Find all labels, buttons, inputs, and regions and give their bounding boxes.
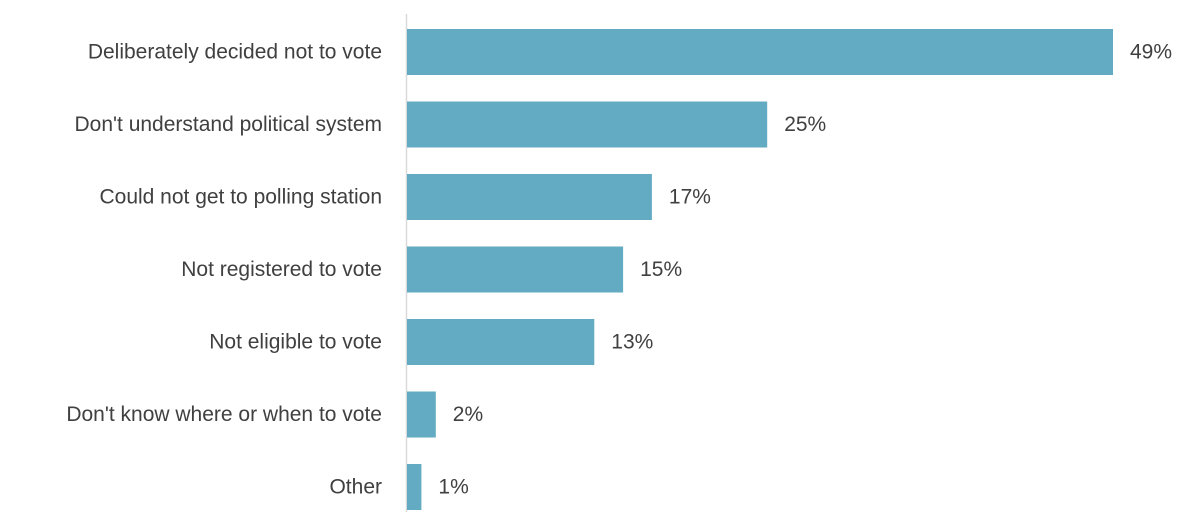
data-label: 15% — [640, 258, 682, 281]
category-label: Not registered to vote — [181, 258, 382, 281]
data-label: 17% — [669, 186, 711, 209]
category-label: Don't understand political system — [75, 113, 383, 136]
bar — [407, 29, 1113, 75]
bar — [407, 246, 624, 293]
bar — [407, 319, 595, 365]
data-label: 1% — [438, 476, 468, 499]
bar — [407, 464, 422, 510]
category-label: Could not get to polling station — [99, 186, 382, 209]
bar — [407, 174, 652, 220]
category-label: Not eligible to vote — [209, 331, 382, 354]
category-label: Other — [329, 476, 382, 499]
data-label: 49% — [1130, 41, 1172, 64]
data-label: 13% — [611, 331, 653, 354]
category-label: Deliberately decided not to vote — [88, 41, 382, 64]
bar — [407, 101, 768, 148]
category-label: Don't know where or when to vote — [66, 403, 382, 426]
bar — [407, 391, 436, 438]
data-label: 2% — [453, 403, 483, 426]
data-label: 25% — [784, 113, 826, 136]
